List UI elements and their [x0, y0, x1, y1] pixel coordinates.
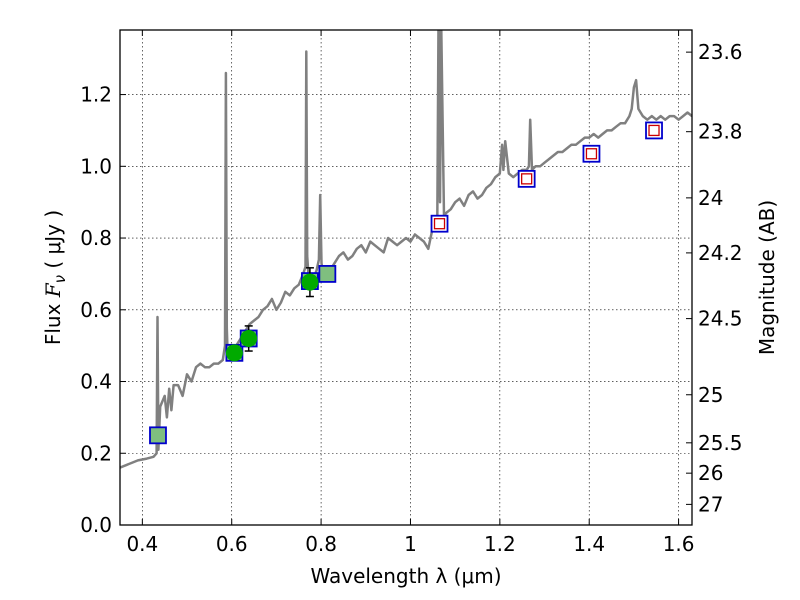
y-tick-label: 0.6 — [80, 298, 112, 322]
y-tick-label: 0.4 — [80, 370, 112, 394]
x-tick-label: 1.4 — [573, 532, 605, 556]
y-tick-label: 0.2 — [80, 441, 112, 465]
x-tick-label: 0.6 — [216, 532, 248, 556]
spectrum-layer — [120, 30, 692, 469]
points-layer — [149, 121, 663, 445]
plot-frame — [119, 29, 693, 526]
grid-layer — [120, 30, 692, 526]
model-photometry-inner — [585, 148, 598, 160]
y-axis-title-unit: ( μJy ) — [41, 210, 65, 275]
y2-tick-label: 23.6 — [698, 40, 743, 64]
y2-tick-label: 24.5 — [698, 307, 743, 331]
y-axis-title-symbol: F — [41, 282, 65, 298]
model-photometry-square — [318, 265, 337, 283]
y-tick-label: 1.2 — [80, 83, 112, 107]
x-axis-title: Wavelength λ (μm) — [310, 564, 501, 588]
observed-point — [301, 273, 319, 291]
y2-tick-label: 26 — [698, 461, 723, 485]
y-axis-title-subscript: ν — [51, 275, 69, 283]
y2-tick-label: 27 — [698, 492, 723, 516]
x-tick-label: 0.8 — [305, 532, 337, 556]
y2-tick-label: 23.8 — [698, 120, 743, 144]
x-tick-label: 1.6 — [663, 532, 695, 556]
x-tick-label: 0.4 — [126, 532, 158, 556]
observed-point — [225, 344, 243, 362]
model-photometry-inner — [433, 218, 446, 230]
model-photometry-inner — [521, 173, 533, 185]
x-tick-label: 1.2 — [484, 532, 516, 556]
y2-tick-label: 25.5 — [698, 431, 743, 455]
y-axis-title: Flux Fν ( μJy ) — [41, 210, 69, 345]
y-axis-title-prefix: Flux — [41, 297, 65, 345]
y2-tick-label: 24.2 — [698, 241, 743, 265]
observed-point — [240, 329, 258, 347]
model-photometry-inner — [648, 124, 660, 137]
y2-tick-label: 25 — [698, 383, 723, 407]
x-tick-label: 1 — [404, 532, 417, 556]
spectrum-line — [120, 30, 692, 469]
ticks-layer: 0.4 0.6 0.8 1 1.2 1.4 1.6 0.0 0.2 0.4 0.6 0.8 1.0 1.2… — [80, 30, 743, 556]
y2-tick-label: 24 — [698, 186, 723, 210]
y-tick-label: 0.0 — [80, 513, 112, 537]
y-tick-label: 0.8 — [80, 226, 112, 250]
model-photometry-square — [149, 426, 167, 445]
y2-axis-title: Magnitude (AB) — [755, 200, 779, 355]
y-tick-label: 1.0 — [80, 154, 112, 178]
